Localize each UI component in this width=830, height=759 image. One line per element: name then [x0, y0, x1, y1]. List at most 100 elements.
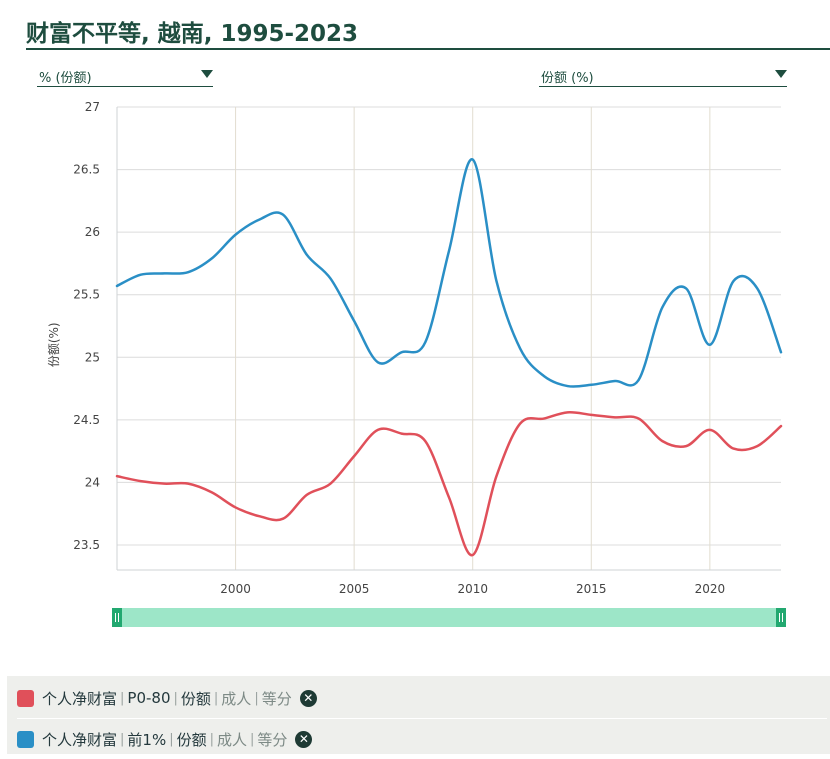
legend-measure: 份额 [176, 730, 207, 749]
data-point [638, 417, 640, 419]
data-point [638, 379, 640, 381]
legend-split: 等分 [261, 689, 292, 708]
x-tick-label: 2005 [339, 582, 370, 596]
data-point [282, 517, 284, 519]
data-point [116, 475, 118, 477]
y-tick-label: 25 [85, 350, 100, 364]
legend-unit: 成人 [217, 730, 248, 749]
data-point [353, 455, 355, 457]
x-tick-label: 2015 [576, 582, 607, 596]
legend-item-p0-80: 个人净财富 | P0-80 | 份额 | 成人 | 等分 ✕ [17, 678, 827, 718]
legend-metric: 个人净财富 [42, 689, 118, 708]
data-point [661, 306, 663, 308]
data-point [163, 482, 165, 484]
y-tick-label: 24 [85, 475, 100, 489]
close-icon[interactable]: ✕ [299, 689, 317, 707]
legend-group: 前1% [127, 730, 167, 749]
data-point [234, 233, 236, 235]
data-point [400, 432, 402, 434]
y-axis-title: 份额(%) [47, 322, 61, 367]
y-tick-label: 23.5 [73, 538, 100, 552]
data-point [519, 422, 521, 424]
data-point [566, 411, 568, 413]
series-color-swatch [17, 730, 34, 748]
data-point [306, 494, 308, 496]
legend-item-top-1: 个人净财富 | 前1% | 份额 | 成人 | 等分 ✕ [17, 718, 827, 759]
chart-title: 财富不平等, 越南, 1995-2023 [26, 21, 359, 47]
data-point [472, 554, 474, 556]
x-tick-label: 2020 [695, 582, 726, 596]
data-point [732, 280, 734, 282]
data-point [448, 250, 450, 252]
data-point [685, 287, 687, 289]
data-point [377, 361, 379, 363]
data-point [472, 158, 474, 160]
range-slider-left-handle[interactable] [112, 608, 122, 627]
series-line-top-1 [115, 158, 783, 388]
data-point [377, 429, 379, 431]
y-tick-label: 25.5 [73, 288, 100, 302]
separator: | [120, 690, 125, 706]
legend-measure: 份额 [180, 689, 211, 708]
chevron-down-icon [201, 70, 213, 78]
data-point [590, 384, 592, 386]
data-point [685, 445, 687, 447]
data-point [780, 425, 782, 427]
data-point [258, 218, 260, 220]
data-point [140, 480, 142, 482]
range-slider-track[interactable] [112, 608, 786, 627]
unit-dropdown-label: % (份额) [39, 71, 92, 86]
data-point [780, 351, 782, 353]
y-tick-label: 26 [85, 225, 100, 239]
data-point [543, 417, 545, 419]
data-point [732, 447, 734, 449]
separator: | [254, 690, 259, 706]
data-point [234, 506, 236, 508]
series-line-p0-80 [115, 410, 783, 557]
separator: | [250, 731, 255, 747]
legend-unit: 成人 [221, 689, 252, 708]
data-point [519, 347, 521, 349]
data-point [495, 280, 497, 282]
y-tick-label: 26.5 [73, 163, 100, 177]
close-icon[interactable]: ✕ [295, 730, 313, 748]
data-point [590, 414, 592, 416]
data-point [709, 429, 711, 431]
separator: | [209, 731, 214, 747]
data-point [329, 482, 331, 484]
chevron-down-icon [775, 70, 787, 78]
data-point [163, 272, 165, 274]
data-point [424, 341, 426, 343]
y-tick-label: 24.5 [73, 413, 100, 427]
legend-split: 等分 [257, 730, 288, 749]
data-point [756, 445, 758, 447]
range-slider-right-handle[interactable] [776, 608, 786, 627]
y-tick-label: 27 [85, 100, 100, 114]
measure-dropdown[interactable]: 份额 (%) [539, 64, 787, 87]
series-color-swatch [17, 689, 34, 707]
separator: | [173, 690, 178, 706]
data-point [282, 213, 284, 215]
data-point [400, 351, 402, 353]
measure-dropdown-label: 份额 (%) [541, 71, 594, 86]
data-point [566, 385, 568, 387]
data-point [614, 380, 616, 382]
separator: | [169, 731, 174, 747]
data-point [116, 285, 118, 287]
data-point [140, 273, 142, 275]
legend-group: P0-80 [127, 689, 171, 707]
data-point [661, 440, 663, 442]
data-point [495, 475, 497, 477]
unit-dropdown[interactable]: % (份额) [37, 64, 213, 87]
data-point [211, 257, 213, 259]
data-point [211, 491, 213, 493]
separator: | [120, 731, 125, 747]
series-legend: 个人净财富 | P0-80 | 份额 | 成人 | 等分 ✕ 个人净财富 | 前… [7, 676, 830, 754]
data-point [543, 375, 545, 377]
line-chart: 23.5 24 24.5 25 25.5 26 26.5 27 2000 2005 2010 2015… [47, 100, 783, 596]
data-point [614, 416, 616, 418]
data-point [187, 482, 189, 484]
data-point [329, 277, 331, 279]
x-tick-label: 2000 [220, 582, 251, 596]
separator: | [213, 690, 219, 706]
